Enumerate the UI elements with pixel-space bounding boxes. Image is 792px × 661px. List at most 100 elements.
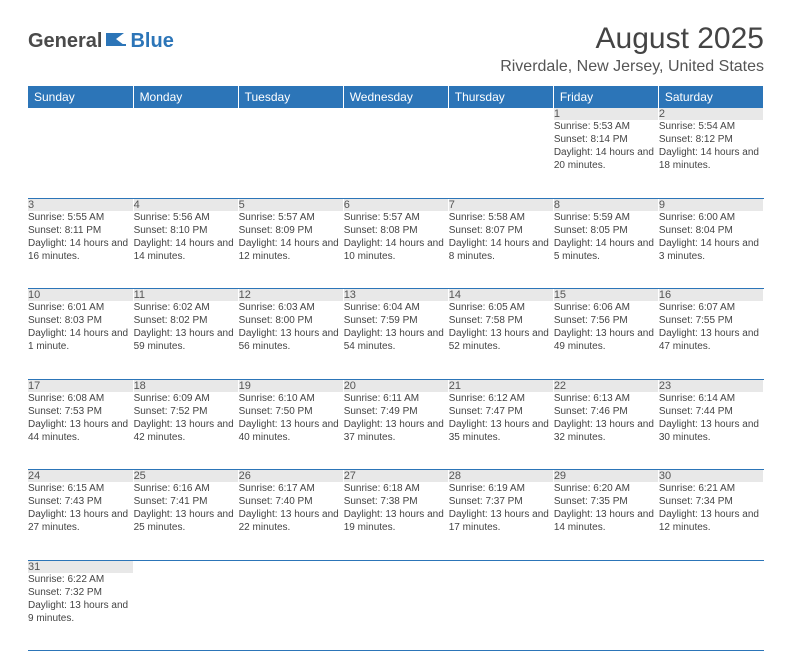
sunrise-text: Sunrise: 6:18 AM <box>344 482 448 495</box>
day-number: 31 <box>28 560 133 573</box>
day-cell: Sunrise: 5:55 AMSunset: 8:11 PMDaylight:… <box>28 211 133 289</box>
day-header: Friday <box>553 86 658 108</box>
day-number: 26 <box>238 470 343 483</box>
day-number <box>343 560 448 573</box>
day-number: 3 <box>28 198 133 211</box>
day-header: Sunday <box>28 86 133 108</box>
day-cell: Sunrise: 6:10 AMSunset: 7:50 PMDaylight:… <box>238 392 343 470</box>
sunset-text: Sunset: 7:53 PM <box>28 405 133 418</box>
sunrise-text: Sunrise: 6:07 AM <box>659 301 763 314</box>
sunrise-text: Sunrise: 6:06 AM <box>554 301 658 314</box>
day-number: 28 <box>448 470 553 483</box>
sunrise-text: Sunrise: 6:22 AM <box>28 573 133 586</box>
week-number-row: 12 <box>28 108 764 120</box>
day-number <box>238 560 343 573</box>
daylight-text: Daylight: 13 hours and 37 minutes. <box>344 418 448 444</box>
sunset-text: Sunset: 7:40 PM <box>239 495 343 508</box>
daylight-text: Daylight: 14 hours and 5 minutes. <box>554 237 658 263</box>
day-cell: Sunrise: 6:00 AMSunset: 8:04 PMDaylight:… <box>658 211 763 289</box>
day-number: 9 <box>658 198 763 211</box>
calendar-body: 12Sunrise: 5:53 AMSunset: 8:14 PMDayligh… <box>28 108 764 651</box>
day-number: 20 <box>343 379 448 392</box>
day-header: Tuesday <box>238 86 343 108</box>
sunrise-text: Sunrise: 5:53 AM <box>554 120 658 133</box>
day-number: 30 <box>658 470 763 483</box>
day-number: 7 <box>448 198 553 211</box>
daylight-text: Daylight: 14 hours and 8 minutes. <box>449 237 553 263</box>
daylight-text: Daylight: 14 hours and 14 minutes. <box>134 237 238 263</box>
day-number: 22 <box>553 379 658 392</box>
day-number: 15 <box>553 289 658 302</box>
week-content-row: Sunrise: 6:15 AMSunset: 7:43 PMDaylight:… <box>28 482 764 560</box>
sunset-text: Sunset: 7:49 PM <box>344 405 448 418</box>
day-cell <box>28 120 133 198</box>
sunset-text: Sunset: 7:44 PM <box>659 405 763 418</box>
daylight-text: Daylight: 13 hours and 40 minutes. <box>239 418 343 444</box>
sunset-text: Sunset: 7:47 PM <box>449 405 553 418</box>
daylight-text: Daylight: 13 hours and 49 minutes. <box>554 327 658 353</box>
sunset-text: Sunset: 8:12 PM <box>659 133 763 146</box>
day-cell <box>133 120 238 198</box>
week-content-row: Sunrise: 5:55 AMSunset: 8:11 PMDaylight:… <box>28 211 764 289</box>
day-number: 19 <box>238 379 343 392</box>
sunset-text: Sunset: 7:32 PM <box>28 586 133 599</box>
sunset-text: Sunset: 7:38 PM <box>344 495 448 508</box>
daylight-text: Daylight: 13 hours and 54 minutes. <box>344 327 448 353</box>
sunset-text: Sunset: 7:34 PM <box>659 495 763 508</box>
day-header-row: SundayMondayTuesdayWednesdayThursdayFrid… <box>28 86 764 108</box>
week-content-row: Sunrise: 6:01 AMSunset: 8:03 PMDaylight:… <box>28 301 764 379</box>
daylight-text: Daylight: 13 hours and 42 minutes. <box>134 418 238 444</box>
day-cell: Sunrise: 6:01 AMSunset: 8:03 PMDaylight:… <box>28 301 133 379</box>
daylight-text: Daylight: 14 hours and 1 minute. <box>28 327 133 353</box>
day-number <box>553 560 658 573</box>
title-block: August 2025 Riverdale, New Jersey, Unite… <box>500 22 764 76</box>
daylight-text: Daylight: 13 hours and 59 minutes. <box>134 327 238 353</box>
day-cell <box>238 120 343 198</box>
week-number-row: 31 <box>28 560 764 573</box>
sunset-text: Sunset: 8:05 PM <box>554 224 658 237</box>
sunrise-text: Sunrise: 6:16 AM <box>134 482 238 495</box>
calendar-table: SundayMondayTuesdayWednesdayThursdayFrid… <box>28 86 764 651</box>
sunrise-text: Sunrise: 6:11 AM <box>344 392 448 405</box>
page: General Blue August 2025 Riverdale, New … <box>0 0 792 661</box>
day-number: 27 <box>343 470 448 483</box>
day-cell: Sunrise: 6:05 AMSunset: 7:58 PMDaylight:… <box>448 301 553 379</box>
day-cell <box>343 120 448 198</box>
daylight-text: Daylight: 13 hours and 32 minutes. <box>554 418 658 444</box>
sunset-text: Sunset: 7:35 PM <box>554 495 658 508</box>
location: Riverdale, New Jersey, United States <box>500 58 764 76</box>
day-number: 2 <box>658 108 763 120</box>
sunrise-text: Sunrise: 5:58 AM <box>449 211 553 224</box>
day-header: Wednesday <box>343 86 448 108</box>
sunrise-text: Sunrise: 5:57 AM <box>239 211 343 224</box>
sunset-text: Sunset: 8:09 PM <box>239 224 343 237</box>
daylight-text: Daylight: 13 hours and 22 minutes. <box>239 508 343 534</box>
daylight-text: Daylight: 14 hours and 10 minutes. <box>344 237 448 263</box>
sunset-text: Sunset: 7:50 PM <box>239 405 343 418</box>
day-number <box>28 108 133 120</box>
sunrise-text: Sunrise: 6:14 AM <box>659 392 763 405</box>
day-cell: Sunrise: 6:09 AMSunset: 7:52 PMDaylight:… <box>133 392 238 470</box>
sunset-text: Sunset: 7:41 PM <box>134 495 238 508</box>
header: General Blue August 2025 Riverdale, New … <box>28 22 764 76</box>
day-number: 8 <box>553 198 658 211</box>
day-number <box>133 108 238 120</box>
day-cell: Sunrise: 6:11 AMSunset: 7:49 PMDaylight:… <box>343 392 448 470</box>
sunrise-text: Sunrise: 5:54 AM <box>659 120 763 133</box>
day-number: 25 <box>133 470 238 483</box>
day-cell: Sunrise: 6:07 AMSunset: 7:55 PMDaylight:… <box>658 301 763 379</box>
sunrise-text: Sunrise: 6:17 AM <box>239 482 343 495</box>
sunrise-text: Sunrise: 6:13 AM <box>554 392 658 405</box>
day-number <box>238 108 343 120</box>
day-cell: Sunrise: 6:12 AMSunset: 7:47 PMDaylight:… <box>448 392 553 470</box>
daylight-text: Daylight: 13 hours and 52 minutes. <box>449 327 553 353</box>
day-cell: Sunrise: 5:57 AMSunset: 8:09 PMDaylight:… <box>238 211 343 289</box>
day-number: 12 <box>238 289 343 302</box>
day-number <box>658 560 763 573</box>
sunrise-text: Sunrise: 6:19 AM <box>449 482 553 495</box>
sunset-text: Sunset: 8:04 PM <box>659 224 763 237</box>
sunrise-text: Sunrise: 5:56 AM <box>134 211 238 224</box>
sunset-text: Sunset: 7:37 PM <box>449 495 553 508</box>
day-cell: Sunrise: 6:14 AMSunset: 7:44 PMDaylight:… <box>658 392 763 470</box>
day-cell: Sunrise: 6:21 AMSunset: 7:34 PMDaylight:… <box>658 482 763 560</box>
